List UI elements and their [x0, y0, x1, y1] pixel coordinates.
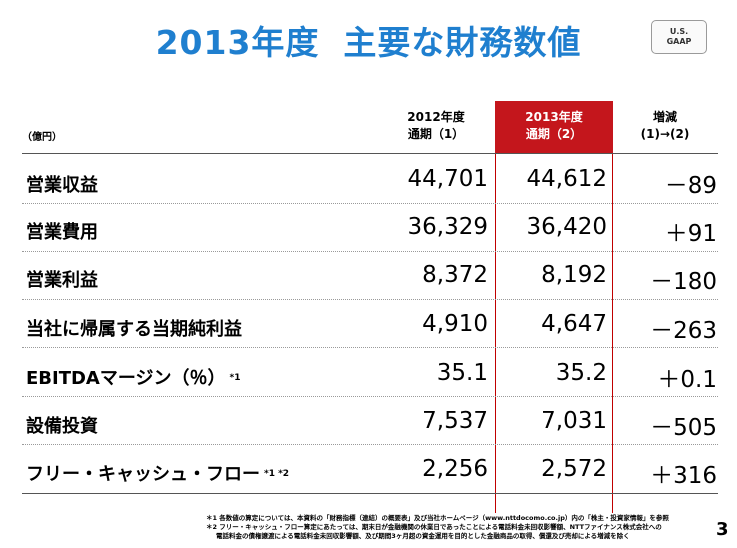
row-net-income-fy2013: 4,647	[541, 311, 607, 337]
row-label-operating-income: 営業利益	[26, 270, 98, 291]
row-revenue-change: －89	[664, 173, 717, 199]
row-revenue-fy2013: 44,612	[526, 166, 607, 192]
row-divider	[22, 396, 718, 397]
row-label-free-cash-flow: フリー・キャッシュ・フロー *1 *2	[26, 464, 290, 485]
row-label-revenue: 営業収益	[26, 175, 98, 196]
row-label-capex: 設備投資	[26, 416, 98, 437]
gaap-badge: U.S. GAAP	[651, 20, 707, 54]
row-divider	[22, 299, 718, 300]
row-ebitda-margin-fy2012: 35.1	[436, 360, 488, 386]
header-change-line2: (1)→(2)	[640, 127, 690, 141]
footnotes: ＊1 各数値の算定については、本資料の「財務指標（連結）の概要表」及び当社ホーム…	[206, 514, 706, 541]
row-free-cash-flow-change: ＋316	[650, 463, 717, 489]
header-fy2012: 2012年度 通期（1）	[377, 101, 495, 153]
footnote-2-line1: ＊2 フリー・キャッシュ・フロー算定にあたっては、期末日が金融機関の休業日であっ…	[206, 523, 662, 531]
row-label-net-income: 当社に帰属する当期純利益	[26, 319, 242, 340]
header-change: 増減 (1)→(2)	[613, 101, 717, 153]
row-label-ebitda-margin: EBITDAマージン（％） *1	[26, 368, 241, 389]
footnote-1: ＊1 各数値の算定については、本資料の「財務指標（連結）の概要表」及び当社ホーム…	[206, 514, 669, 522]
row-operating-income-fy2012: 8,372	[422, 262, 488, 288]
row-revenue-fy2012: 44,701	[407, 166, 488, 192]
row-label-expenses: 営業費用	[26, 222, 98, 243]
row-free-cash-flow-fy2013: 2,572	[541, 456, 607, 482]
header-fy2012-line1: 2012年度	[407, 110, 465, 124]
badge-line1: U.S.	[669, 27, 689, 36]
row-capex-fy2012: 7,537	[422, 408, 488, 434]
title-year: 2013年度	[155, 23, 320, 62]
row-operating-income-change: －180	[650, 269, 717, 295]
page-title: 2013年度 主要な財務数値	[0, 16, 737, 64]
header-rule	[22, 153, 718, 154]
row-divider	[22, 444, 718, 445]
row-capex-fy2013: 7,031	[541, 408, 607, 434]
row-net-income-change: －263	[650, 318, 717, 344]
badge-line2: GAAP	[666, 37, 692, 46]
row-divider	[22, 251, 718, 252]
row-capex-change: －505	[650, 415, 717, 441]
row-ebitda-margin-change: ＋0.1	[657, 367, 717, 393]
row-expenses-fy2013: 36,420	[526, 214, 607, 240]
header-fy2012-line2: 通期（1）	[407, 127, 465, 141]
header-fy2013: 2013年度 通期（2）	[495, 101, 613, 153]
table-bottom-rule	[22, 493, 718, 494]
row-divider	[22, 203, 718, 204]
row-ebitda-margin-fy2013: 35.2	[555, 360, 607, 386]
header-fy2013-line2: 通期（2）	[525, 127, 583, 141]
row-expenses-change: ＋91	[664, 221, 717, 247]
row-free-cash-flow-fy2012: 2,256	[422, 456, 488, 482]
title-main: 主要な財務数値	[343, 23, 582, 62]
header-fy2013-line1: 2013年度	[525, 110, 583, 124]
row-net-income-fy2012: 4,910	[422, 311, 488, 337]
page-number: 3	[716, 519, 729, 540]
header-change-line1: 増減	[652, 110, 677, 124]
highlight-column	[495, 101, 613, 513]
row-divider	[22, 347, 718, 348]
row-expenses-fy2012: 36,329	[407, 214, 488, 240]
unit-label: （億円）	[22, 132, 62, 143]
row-operating-income-fy2013: 8,192	[541, 262, 607, 288]
footnote-2-line2: 電話料金の債権譲渡による電話料金未回収影響額、及び期間3ヶ月超の資金運用を目的と…	[216, 532, 630, 540]
